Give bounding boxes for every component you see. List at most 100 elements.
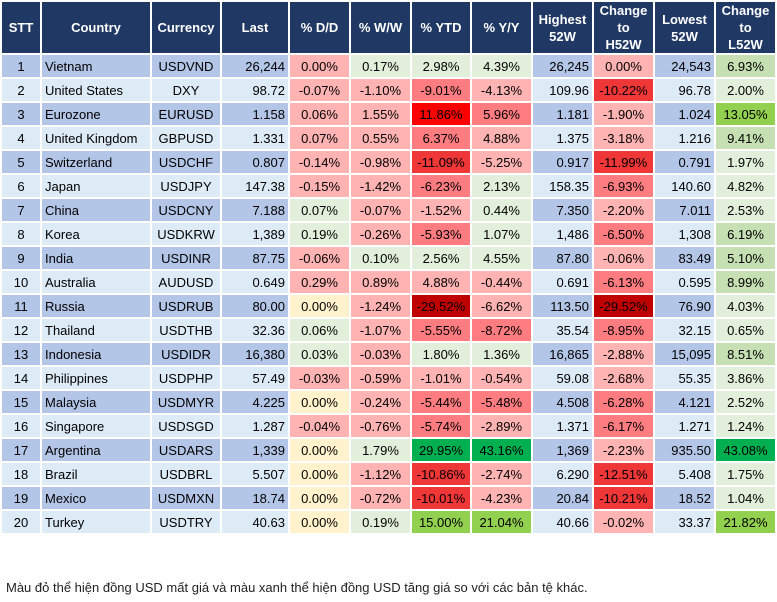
cell-currency: DXY (150, 77, 222, 103)
cell-currency: GBPUSD (150, 125, 222, 151)
cell-pct-ww: 0.19% (349, 509, 412, 535)
cell-pct-ww: -0.59% (349, 365, 412, 391)
cell-low-52w: 15,095 (653, 341, 716, 367)
cell-last: 0.807 (220, 149, 290, 175)
cell-pct-yy: -0.44% (470, 269, 533, 295)
cell-pct-ytd: -1.01% (410, 365, 472, 391)
cell-change-to-l52w: 3.86% (714, 365, 777, 391)
cell-pct-dd: 0.00% (288, 461, 351, 487)
table-row: 17 Argentina USDARS 1,339 0.00% 1.79% 29.95% 43… (0, 437, 777, 463)
cell-change-to-h52w: -2.20% (592, 197, 655, 223)
cell-pct-ww: 1.55% (349, 101, 412, 127)
cell-pct-ytd: 4.88% (410, 269, 472, 295)
cell-high-52w: 1.375 (531, 125, 594, 151)
cell-high-52w: 87.80 (531, 245, 594, 271)
cell-last: 1,339 (220, 437, 290, 463)
cell-change-to-l52w: 4.82% (714, 173, 777, 199)
cell-pct-ytd: -11.09% (410, 149, 472, 175)
cell-last: 16,380 (220, 341, 290, 367)
cell-pct-ytd: 1.80% (410, 341, 472, 367)
cell-change-to-l52w: 8.51% (714, 341, 777, 367)
cell-last: 1.158 (220, 101, 290, 127)
cell-currency: USDTRY (150, 509, 222, 535)
cell-pct-yy: 5.96% (470, 101, 533, 127)
cell-currency: USDARS (150, 437, 222, 463)
cell-country: Thailand (40, 317, 152, 343)
cell-low-52w: 76.90 (653, 293, 716, 319)
cell-last: 87.75 (220, 245, 290, 271)
cell-change-to-l52w: 1.75% (714, 461, 777, 487)
table-row: 20 Turkey USDTRY 40.63 0.00% 0.19% 15.00% 21.04… (0, 509, 777, 535)
cell-pct-yy: -4.13% (470, 77, 533, 103)
cell-last: 5.507 (220, 461, 290, 487)
cell-pct-dd: 0.06% (288, 317, 351, 343)
cell-change-to-h52w: -6.28% (592, 389, 655, 415)
cell-low-52w: 7.011 (653, 197, 716, 223)
cell-pct-ytd: 11.86% (410, 101, 472, 127)
cell-last: 0.649 (220, 269, 290, 295)
cell-pct-ww: -0.76% (349, 413, 412, 439)
cell-change-to-l52w: 21.82% (714, 509, 777, 535)
cell-low-52w: 5.408 (653, 461, 716, 487)
cell-pct-yy: 21.04% (470, 509, 533, 535)
cell-change-to-l52w: 1.04% (714, 485, 777, 511)
header-change-to-l52w: Change to L52W (714, 0, 777, 55)
cell-pct-yy: 43.16% (470, 437, 533, 463)
cell-currency: USDIDR (150, 341, 222, 367)
cell-high-52w: 113.50 (531, 293, 594, 319)
cell-stt: 16 (0, 413, 42, 439)
header-pct-dd: % D/D (288, 0, 351, 55)
table-row: 6 Japan USDJPY 147.38 -0.15% -1.42% -6.23% 2.13… (0, 173, 777, 199)
cell-country: Japan (40, 173, 152, 199)
cell-pct-dd: 0.00% (288, 509, 351, 535)
cell-change-to-h52w: -12.51% (592, 461, 655, 487)
cell-low-52w: 140.60 (653, 173, 716, 199)
cell-country: United Kingdom (40, 125, 152, 151)
cell-change-to-l52w: 6.19% (714, 221, 777, 247)
cell-change-to-l52w: 9.41% (714, 125, 777, 151)
cell-stt: 19 (0, 485, 42, 511)
cell-stt: 3 (0, 101, 42, 127)
cell-low-52w: 18.52 (653, 485, 716, 511)
cell-stt: 11 (0, 293, 42, 319)
cell-low-52w: 24,543 (653, 53, 716, 79)
cell-change-to-h52w: -1.90% (592, 101, 655, 127)
cell-low-52w: 1.024 (653, 101, 716, 127)
cell-stt: 4 (0, 125, 42, 151)
cell-last: 4.225 (220, 389, 290, 415)
cell-pct-ww: -0.07% (349, 197, 412, 223)
cell-pct-ww: -1.24% (349, 293, 412, 319)
table-row: 10 Australia AUDUSD 0.649 0.29% 0.89% 4.88% -0.… (0, 269, 777, 295)
cell-change-to-h52w: -2.88% (592, 341, 655, 367)
cell-pct-ww: -0.03% (349, 341, 412, 367)
cell-country: Indonesia (40, 341, 152, 367)
cell-pct-ytd: -29.52% (410, 293, 472, 319)
cell-pct-dd: -0.03% (288, 365, 351, 391)
cell-pct-yy: -8.72% (470, 317, 533, 343)
cell-pct-dd: 0.00% (288, 389, 351, 415)
cell-pct-ww: -1.07% (349, 317, 412, 343)
cell-change-to-l52w: 13.05% (714, 101, 777, 127)
cell-pct-yy: 2.13% (470, 173, 533, 199)
table-row: 2 United States DXY 98.72 -0.07% -1.10% -9.01%… (0, 77, 777, 103)
header-stt: STT (0, 0, 42, 55)
cell-change-to-h52w: -11.99% (592, 149, 655, 175)
cell-stt: 10 (0, 269, 42, 295)
cell-pct-ytd: 2.56% (410, 245, 472, 271)
cell-country: Vietnam (40, 53, 152, 79)
footnote: Màu đỏ thể hiện đồng USD mất giá và màu … (6, 580, 588, 595)
cell-pct-ytd: -10.86% (410, 461, 472, 487)
cell-change-to-l52w: 5.10% (714, 245, 777, 271)
cell-pct-dd: -0.15% (288, 173, 351, 199)
table-row: 4 United Kingdom GBPUSD 1.331 0.07% 0.55% 6.37… (0, 125, 777, 151)
cell-change-to-l52w: 43.08% (714, 437, 777, 463)
cell-country: Australia (40, 269, 152, 295)
header-row: STT Country Currency Last% D/D% W/W% YTD% Y… (0, 0, 777, 55)
cell-change-to-h52w: -6.50% (592, 221, 655, 247)
cell-last: 32.36 (220, 317, 290, 343)
cell-country: Switzerland (40, 149, 152, 175)
cell-last: 26,244 (220, 53, 290, 79)
cell-pct-yy: -6.62% (470, 293, 533, 319)
cell-pct-dd: -0.04% (288, 413, 351, 439)
cell-high-52w: 16,865 (531, 341, 594, 367)
